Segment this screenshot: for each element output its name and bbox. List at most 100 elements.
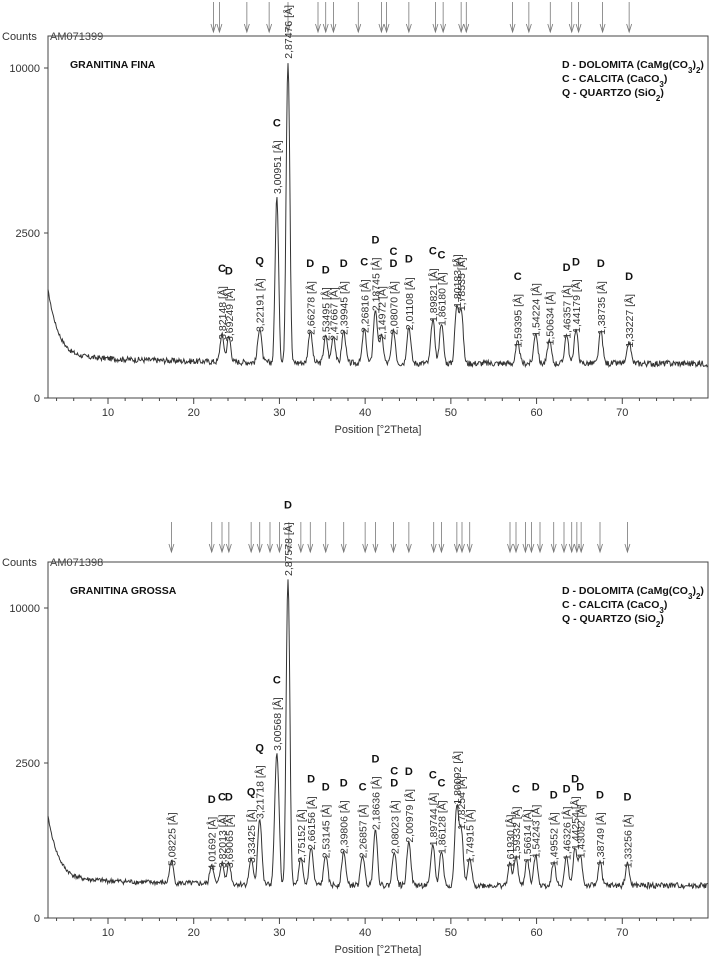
peak-d-spacing-label: 1,33256 [Å] bbox=[621, 814, 634, 868]
reference-mark-arrow bbox=[243, 23, 250, 34]
reference-mark-arrow bbox=[285, 543, 292, 554]
peak-annotation: 4,01692 [Å] D bbox=[206, 794, 219, 871]
peak-annotation: 3,00568 [Å] C bbox=[271, 674, 284, 751]
reference-mark-arrow bbox=[575, 23, 582, 34]
peak-annotation: 3,33425 [Å] Q bbox=[245, 786, 258, 863]
peak-phase-letter: D bbox=[623, 792, 631, 804]
peak-d-spacing-label: 2,39806 [Å] bbox=[338, 800, 351, 854]
peak-annotation: 1,74915 [Å] bbox=[464, 809, 477, 863]
reference-mark-arrow bbox=[372, 543, 379, 554]
peak-annotation: 1,33256 [Å] D bbox=[621, 792, 634, 869]
peak-annotation: 1,89821 [Å] C bbox=[427, 245, 440, 322]
x-tick-label: 70 bbox=[616, 407, 628, 419]
diffractogram-fina-chart: Counts AM071399 GRANITINA FINA D - DOLOMITA… bbox=[2, 2, 709, 436]
peak-phase-letter: C bbox=[437, 777, 445, 789]
peak-phase-letter: C bbox=[273, 674, 281, 686]
peak-d-spacing-label: 1,80183 [Å] bbox=[451, 254, 464, 308]
peak-annotation: 1,46326 [Å] D bbox=[561, 784, 574, 861]
peak-d-spacing-label: 2,66156 [Å] bbox=[305, 796, 318, 850]
peak-annotation: 3,82013 [Å] C bbox=[216, 792, 229, 869]
y-tick-label: 0 bbox=[34, 393, 40, 405]
peak-annotation: 3,21718 [Å] Q bbox=[254, 742, 267, 819]
peak-phase-letter: C bbox=[359, 782, 367, 794]
peak-d-spacing-label: 2,18636 [Å] bbox=[369, 776, 382, 830]
diffractogram-panel-fina: Counts AM071399 GRANITINA FINA D - DOLOMITA… bbox=[0, 0, 715, 450]
peak-d-spacing-label: 2,53495 [Å] bbox=[320, 287, 333, 341]
peak-d-spacing-label: 1,43082 [Å] bbox=[574, 805, 587, 859]
y-tick-label: 10000 bbox=[9, 603, 40, 615]
peak-annotation: 1,86128 [Å] C bbox=[435, 777, 448, 854]
peak-phase-letter: C bbox=[390, 765, 398, 777]
peak-annotation: 2,26816 [Å] C bbox=[358, 256, 371, 333]
diffractogram-panel-grossa: Counts AM071398 GRANITINA GROSSA D - DOLOMI… bbox=[0, 499, 715, 964]
reference-mark-arrow bbox=[599, 23, 606, 34]
reference-mark-arrow bbox=[285, 23, 291, 34]
reference-mark-arrow bbox=[547, 23, 554, 34]
sample-name: GRANITINA FINA bbox=[70, 59, 156, 71]
sample-id: AM071399 bbox=[50, 31, 103, 43]
peak-phase-letter: C bbox=[512, 784, 520, 796]
peak-d-spacing-label: 2,08023 [Å] bbox=[388, 800, 401, 854]
plot-frame bbox=[47, 561, 709, 919]
peak-d-spacing-label: 1,44179 [Å] bbox=[570, 279, 583, 333]
legend-entry: D - DOLOMITA (CaMg(CO3)2) bbox=[562, 585, 704, 601]
peak-annotation: 2,14972 [Å] bbox=[375, 286, 388, 340]
peak-phase-letter: Q bbox=[255, 255, 264, 267]
peak-annotation: 2,47667 [Å] bbox=[327, 287, 340, 341]
peak-phase-letter: D bbox=[405, 254, 413, 266]
reference-mark-arrow bbox=[267, 543, 273, 554]
reference-mark-arrow bbox=[266, 23, 273, 34]
peak-d-spacing-label: 2,53145 [Å] bbox=[320, 805, 333, 859]
legend-entry: Q - QUARTZO (SiO2) bbox=[562, 87, 664, 103]
peak-d-spacing-label: 2,87476 [Å] bbox=[282, 5, 295, 59]
peak-d-spacing-label: 1,46357 [Å] bbox=[561, 285, 574, 339]
reference-mark-arrow bbox=[297, 543, 304, 554]
peak-d-spacing-label: 1,78535 [Å] bbox=[455, 257, 468, 311]
x-tick-label: 60 bbox=[530, 927, 542, 939]
peak-phase-letter: D bbox=[322, 264, 330, 276]
peak-phase-letter: D bbox=[371, 753, 379, 765]
reference-mark-arrow bbox=[276, 543, 283, 554]
peak-annotation: 1,80183 [Å] bbox=[451, 254, 464, 308]
peak-phase-letter: C bbox=[429, 245, 437, 257]
peak-annotation: 1,59332 [Å] C bbox=[510, 784, 523, 861]
reference-mark-arrow bbox=[440, 23, 447, 34]
y-tick-label: 10000 bbox=[9, 63, 40, 75]
peak-phase-letter: D bbox=[225, 792, 233, 804]
peak-d-spacing-label: 3,21718 [Å] bbox=[254, 765, 267, 819]
peak-annotation: 1,44254 [Å] D bbox=[569, 773, 582, 850]
peak-d-spacing-label: 1,50634 [Å] bbox=[543, 292, 556, 346]
peak-annotation: 1,43082 [Å] D bbox=[574, 782, 587, 859]
peak-phase-letter: Q bbox=[247, 786, 256, 798]
peak-phase-letter: D bbox=[208, 794, 216, 806]
legend-entry: Q - QUARTZO (SiO2) bbox=[562, 613, 664, 629]
reference-mark-arrow bbox=[248, 543, 255, 554]
peak-phase-letter: D bbox=[571, 773, 579, 785]
peak-d-spacing-label: 1,89744 [Å] bbox=[427, 792, 440, 846]
peak-annotation: 1,59395 [Å] C bbox=[512, 271, 525, 348]
y-axis-title: Counts bbox=[2, 557, 37, 569]
peak-d-spacing-label: 1,46326 [Å] bbox=[561, 806, 574, 860]
peak-phase-letter: D bbox=[340, 777, 348, 789]
peak-phase-letter: D bbox=[625, 271, 633, 283]
peak-d-spacing-label: 1,61930 [Å] bbox=[504, 814, 517, 868]
peak-d-spacing-label: 1,49552 [Å] bbox=[548, 812, 561, 866]
peak-phase-letter: C bbox=[360, 256, 368, 268]
reference-mark-arrow bbox=[355, 23, 362, 34]
peak-annotation: 2,01108 [Å] D bbox=[403, 254, 416, 331]
diffractogram-grossa-chart: Counts AM071398 GRANITINA GROSSA D - DOLOMI… bbox=[2, 499, 709, 956]
y-tick-label: 0 bbox=[34, 913, 40, 925]
peak-annotation: 1,78535 [Å] bbox=[455, 257, 468, 311]
reference-mark-arrow bbox=[513, 543, 519, 554]
peak-annotation: 2,66156 [Å] D bbox=[305, 773, 318, 850]
peak-annotation: 1,54224 [Å] bbox=[530, 283, 543, 337]
peak-d-spacing-label: 2,08070 [Å] bbox=[387, 281, 400, 335]
peak-phase-letter: D bbox=[563, 784, 571, 796]
x-tick-label: 10 bbox=[102, 407, 114, 419]
peak-annotation: 1,38749 [Å] D bbox=[594, 789, 607, 866]
peak-annotation: 1,49552 [Å] D bbox=[548, 789, 561, 866]
x-tick-label: 50 bbox=[445, 927, 457, 939]
reference-mark-arrow bbox=[208, 543, 215, 554]
peak-d-spacing-label: 3,22191 [Å] bbox=[254, 278, 267, 332]
peak-annotation: 3,69249 [Å] D bbox=[223, 265, 236, 342]
